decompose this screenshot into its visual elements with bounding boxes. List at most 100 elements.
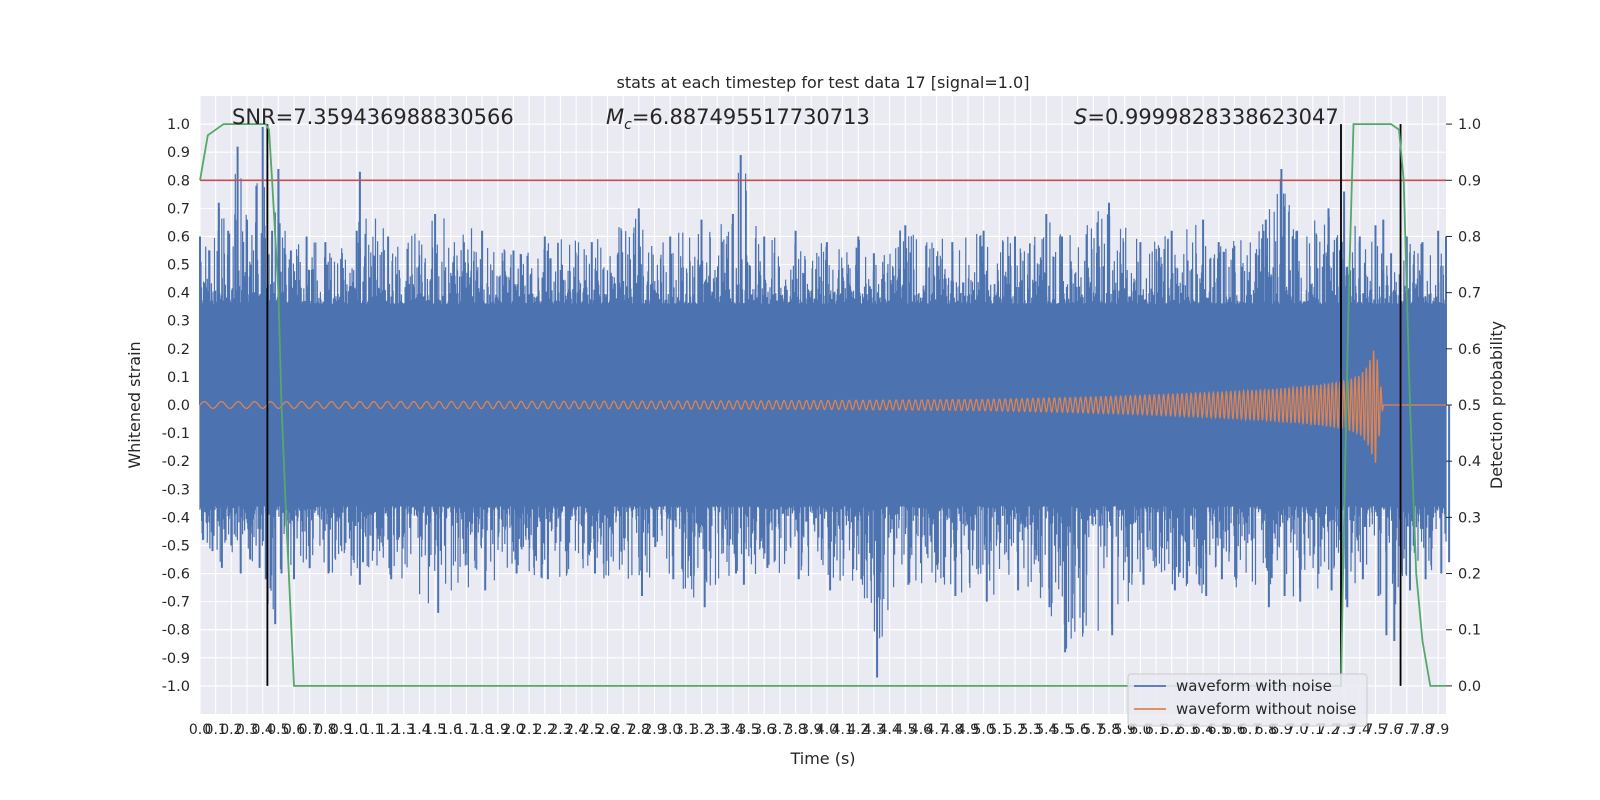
score-annotation: S=0.9999828338623047 xyxy=(1074,105,1339,129)
y-axis-right-ticks: 1.0 0.9 0.8 0.7 0.6 0.5 0.4 0.3 0.2 0.1 0.0 xyxy=(1446,117,1481,695)
y2-tick-label: 0.3 xyxy=(1458,510,1481,526)
y-tick-label: 0.1 xyxy=(167,370,190,386)
x-tick-label: 5.3 xyxy=(1020,722,1042,738)
legend-label-noise: waveform with noise xyxy=(1176,677,1332,695)
x-tick-label: 5.6 xyxy=(1067,722,1089,738)
y-tick-label: -0.5 xyxy=(162,538,190,554)
x-tick-label: 3.3 xyxy=(706,722,728,738)
y-tick-label: -0.3 xyxy=(162,482,190,498)
x-tick-label: 5.4 xyxy=(1035,722,1057,738)
x-tick-label: 4.1 xyxy=(831,722,853,738)
x-tick-label: 7.9 xyxy=(1427,722,1449,738)
x-tick-label: 2.5 xyxy=(581,722,603,738)
y-tick-label: -0.6 xyxy=(162,567,190,583)
x-tick-label: 7.8 xyxy=(1411,722,1433,738)
x-tick-label: 2.0 xyxy=(502,722,524,738)
y-tick-label: 0.5 xyxy=(167,258,190,274)
y-tick-label: -0.8 xyxy=(162,623,190,639)
noise-peaks xyxy=(199,126,1451,678)
x-tick-label: 5.7 xyxy=(1082,722,1104,738)
y2-tick-label: 0.7 xyxy=(1458,286,1481,302)
y-tick-label: -1.0 xyxy=(162,679,190,695)
y-tick-label: 0.7 xyxy=(167,201,190,217)
x-tick-label: 5.5 xyxy=(1051,722,1073,738)
x-tick-label: 2.8 xyxy=(628,722,650,738)
y-tick-label: -0.2 xyxy=(162,454,190,470)
x-tick-label: 1.1 xyxy=(361,722,383,738)
x-tick-label: 3.6 xyxy=(753,722,775,738)
x-tick-label: 0.1 xyxy=(205,722,227,738)
x-tick-label: 3.7 xyxy=(769,722,791,738)
x-tick-label: 2.9 xyxy=(643,722,665,738)
y-axis-label: Whitened strain xyxy=(125,341,144,468)
x-tick-label: 3.4 xyxy=(722,722,744,738)
x-tick-label: 0.6 xyxy=(283,722,305,738)
y-tick-label: 0.6 xyxy=(167,229,190,245)
x-tick-label: 1.3 xyxy=(393,722,415,738)
y2-tick-label: 0.8 xyxy=(1458,229,1481,245)
x-tick-label: 3.1 xyxy=(675,722,697,738)
y-tick-label: 0.8 xyxy=(167,173,190,189)
detection-probability-line xyxy=(199,123,1446,687)
series-detection-probability xyxy=(199,123,1446,687)
x-tick-label: 2.4 xyxy=(565,722,587,738)
x-tick-label: 3.0 xyxy=(659,722,681,738)
legend: waveform with noise waveform without noi… xyxy=(1127,673,1368,727)
series-waveform-without-noise xyxy=(199,350,1446,463)
x-tick-label: 1.0 xyxy=(346,722,368,738)
x-tick-label: 5.2 xyxy=(1004,722,1026,738)
x-tick-label: 0.2 xyxy=(220,722,242,738)
x-tick-label: 7.7 xyxy=(1396,722,1418,738)
y-tick-label: 0.4 xyxy=(167,286,190,302)
clean-waveform-line xyxy=(199,350,1446,463)
x-tick-label: 4.6 xyxy=(910,722,932,738)
y-tick-label: -0.1 xyxy=(162,426,190,442)
chart-title: stats at each timestep for test data 17 … xyxy=(617,73,1030,92)
y-tick-label: 1.0 xyxy=(167,117,190,133)
x-tick-label: 2.3 xyxy=(549,722,571,738)
x-tick-label: 0.4 xyxy=(252,722,274,738)
x-tick-label: 4.4 xyxy=(878,722,900,738)
x-tick-label: 2.2 xyxy=(534,722,556,738)
y2-tick-label: 1.0 xyxy=(1458,117,1481,133)
x-tick-label: 2.6 xyxy=(596,722,618,738)
x-tick-label: 0.9 xyxy=(330,722,352,738)
x-tick-label: 4.5 xyxy=(894,722,916,738)
x-tick-label: 3.8 xyxy=(784,722,806,738)
x-tick-label: 4.9 xyxy=(957,722,979,738)
x-tick-label: 4.0 xyxy=(816,722,838,738)
x-tick-label: 7.6 xyxy=(1380,722,1402,738)
x-tick-label: 4.3 xyxy=(863,722,885,738)
x-tick-label: 0.5 xyxy=(267,722,289,738)
x-tick-label: 1.5 xyxy=(424,722,446,738)
x-tick-label: 7.5 xyxy=(1364,722,1386,738)
y-tick-label: 0.9 xyxy=(167,145,190,161)
x-tick-label: 5.1 xyxy=(988,722,1010,738)
y2-tick-label: 0.0 xyxy=(1458,679,1481,695)
x-tick-label: 4.8 xyxy=(941,722,963,738)
x-tick-label: 0.0 xyxy=(189,722,211,738)
chirp-mass-subscript: c xyxy=(624,117,632,133)
x-tick-label: 1.7 xyxy=(455,722,477,738)
x-tick-label: 5.0 xyxy=(973,722,995,738)
x-tick-label: 1.6 xyxy=(440,722,462,738)
chirp-mass-annotation: Mc=6.887495517730713 xyxy=(606,105,870,133)
score-symbol: S xyxy=(1074,105,1087,129)
x-tick-label: 2.7 xyxy=(612,722,634,738)
x-tick-label: 3.5 xyxy=(737,722,759,738)
y-tick-label: 0.2 xyxy=(167,342,190,358)
y2-tick-label: 0.5 xyxy=(1458,398,1481,414)
x-tick-label: 4.7 xyxy=(925,722,947,738)
y-tick-label: 0.0 xyxy=(167,398,190,414)
y-tick-label: 0.3 xyxy=(167,314,190,330)
x-tick-label: 2.1 xyxy=(518,722,540,738)
legend-label-clean: waveform without noise xyxy=(1176,700,1356,718)
legend-box xyxy=(1127,673,1368,727)
x-tick-label: 0.3 xyxy=(236,722,258,738)
x-tick-label: 5.8 xyxy=(1098,722,1120,738)
x-tick-label: 4.2 xyxy=(847,722,869,738)
x-axis-label: Time (s) xyxy=(789,749,855,768)
x-tick-label: 1.8 xyxy=(471,722,493,738)
y-tick-label: -0.9 xyxy=(162,651,190,667)
